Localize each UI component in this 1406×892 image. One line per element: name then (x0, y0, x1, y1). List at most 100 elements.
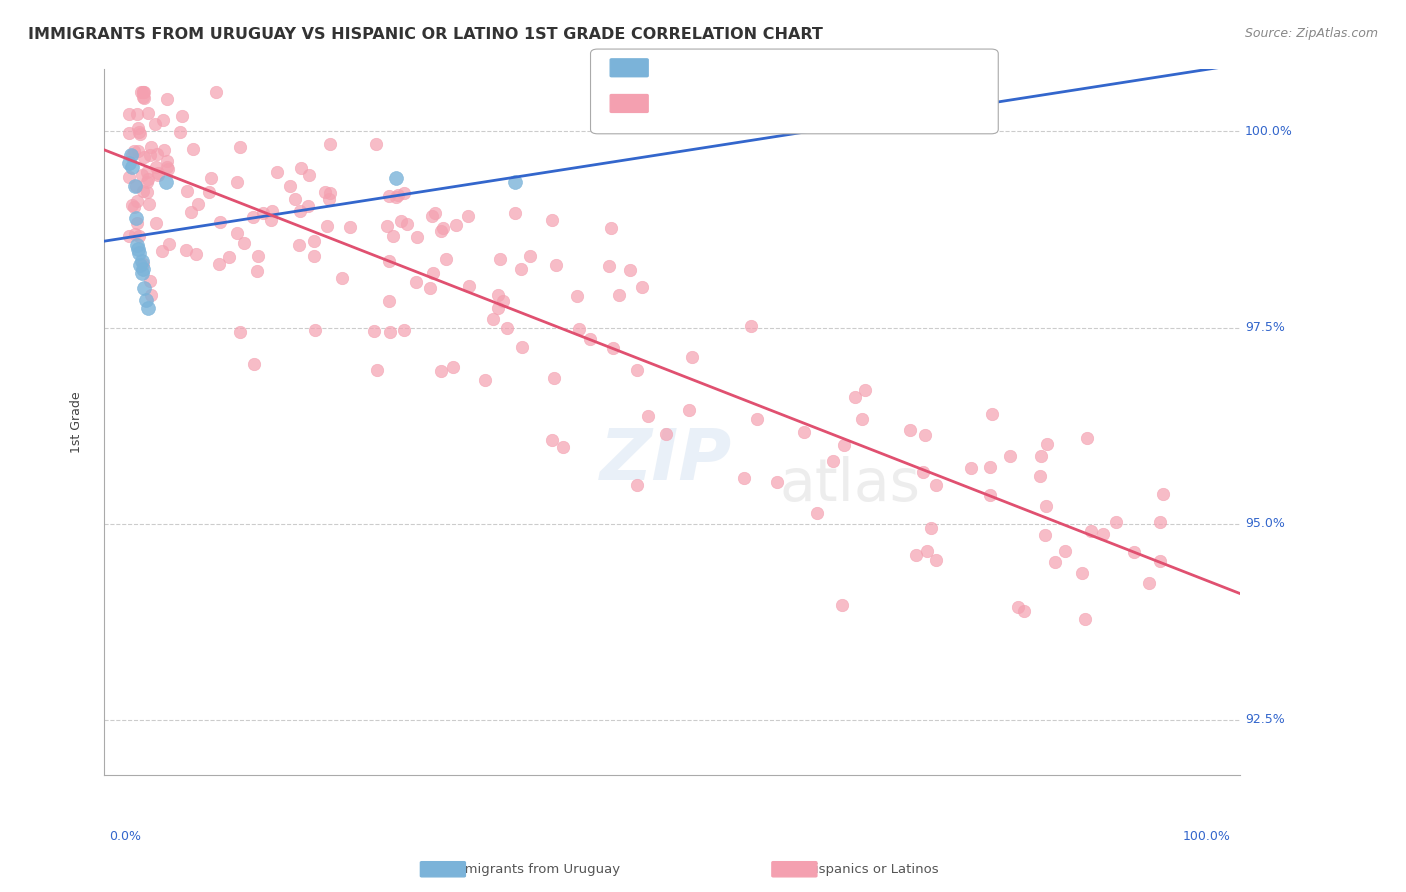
Point (304, 323, 326, 337)
Point (132, 85, 155, 99)
Point (172, 109, 194, 123)
Point (392, 323, 415, 337)
Point (121, 160, 143, 174)
Point (925, 478, 948, 492)
Point (127, 238, 149, 252)
Point (128, 125, 150, 139)
Text: ZIP: ZIP (600, 426, 733, 495)
Point (1076, 431, 1098, 445)
Text: R =  -0.854   N =  201: R = -0.854 N = 201 (654, 96, 838, 111)
Point (246, 264, 269, 278)
Point (851, 412, 873, 426)
Point (143, 117, 166, 131)
Point (127, 106, 149, 120)
Point (489, 252, 512, 266)
Point (131, 168, 153, 182)
Point (139, 288, 162, 302)
Point (132, 90, 155, 104)
Point (959, 461, 981, 475)
Point (125, 211, 148, 225)
Point (1149, 554, 1171, 568)
Point (1149, 515, 1171, 529)
Point (1080, 524, 1102, 538)
Point (457, 209, 479, 223)
Point (288, 203, 311, 218)
Point (318, 192, 340, 206)
Point (135, 293, 157, 307)
Point (920, 521, 942, 535)
Point (152, 244, 174, 258)
Point (363, 324, 385, 338)
Point (540, 433, 562, 447)
Point (430, 364, 453, 378)
Point (853, 383, 876, 397)
Point (127, 121, 149, 136)
Point (132, 281, 155, 295)
Point (128, 127, 150, 141)
Point (375, 219, 398, 233)
Point (228, 326, 250, 340)
Point (121, 198, 143, 212)
Point (806, 506, 828, 520)
Point (422, 266, 444, 280)
Point (125, 178, 148, 193)
Point (187, 197, 209, 211)
Point (979, 488, 1001, 502)
Point (252, 205, 274, 219)
Text: IMMIGRANTS FROM URUGUAY VS HISPANIC OR LATINO 1ST GRADE CORRELATION CHART: IMMIGRANTS FROM URUGUAY VS HISPANIC OR L… (28, 27, 823, 42)
Point (225, 227, 247, 241)
Point (136, 301, 159, 315)
Point (139, 274, 162, 288)
Point (131, 261, 153, 276)
Point (1012, 604, 1035, 618)
Point (482, 312, 505, 326)
Point (387, 188, 409, 202)
Text: 97.5%: 97.5% (1244, 321, 1285, 334)
Point (266, 165, 288, 179)
Point (131, 266, 153, 280)
Point (1031, 449, 1053, 463)
Point (637, 409, 659, 423)
Point (242, 357, 264, 371)
Point (405, 275, 427, 289)
Point (297, 199, 319, 213)
Point (288, 238, 311, 252)
Point (156, 154, 179, 169)
Point (218, 250, 240, 264)
Point (1053, 544, 1076, 558)
Point (423, 206, 446, 220)
Point (117, 155, 139, 169)
Text: atlas: atlas (779, 456, 921, 513)
Point (598, 259, 620, 273)
Point (898, 423, 921, 437)
Point (122, 144, 145, 158)
Point (242, 211, 264, 225)
Point (793, 425, 815, 440)
Point (121, 147, 143, 161)
Point (626, 477, 648, 491)
Point (510, 340, 533, 354)
Point (432, 220, 454, 235)
Point (979, 459, 1001, 474)
Text: Hispanics or Latinos: Hispanics or Latinos (804, 863, 939, 876)
Point (745, 412, 768, 426)
Point (176, 185, 198, 199)
Point (444, 219, 467, 233)
Point (118, 229, 141, 244)
Point (1074, 611, 1097, 625)
Point (543, 371, 565, 385)
Point (380, 325, 402, 339)
Point (319, 186, 342, 200)
Point (917, 544, 939, 558)
Point (315, 219, 337, 233)
Point (132, 91, 155, 105)
Text: 95.0%: 95.0% (1244, 517, 1285, 530)
Point (145, 160, 167, 174)
Point (135, 164, 157, 178)
Point (911, 465, 934, 479)
Point (136, 172, 159, 186)
Text: 1st Grade: 1st Grade (70, 391, 83, 452)
Text: 100.0%: 100.0% (1244, 125, 1292, 137)
Point (733, 471, 755, 485)
Point (630, 280, 652, 294)
